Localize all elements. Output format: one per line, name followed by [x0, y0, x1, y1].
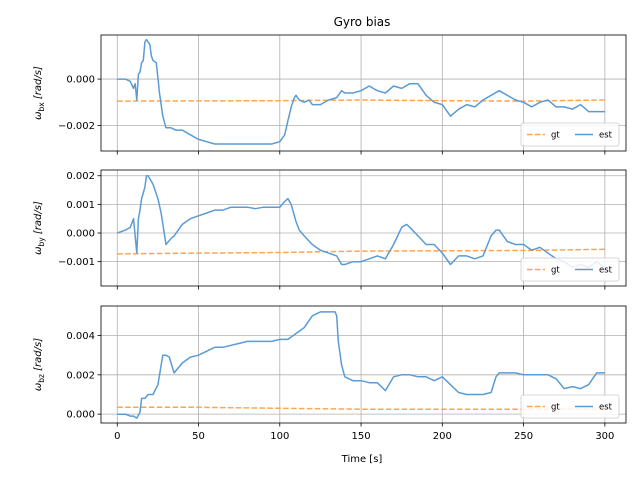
- series-line-est-by: [117, 174, 606, 269]
- y-tick-label-by: 0.001: [66, 200, 95, 211]
- axes-frame-bz: [100, 305, 627, 424]
- axes-frame-bx: [100, 34, 627, 152]
- legend-box-bx: [520, 122, 620, 147]
- subplot-by: −0.001 0.000 0.001 0.002 ωby [rad/s] gt est: [33, 169, 627, 290]
- x-tick-label: 100: [270, 431, 289, 442]
- y-tick-label-bz: 0.000: [66, 410, 95, 421]
- y-axis-label-bx: ωbx [rad/s]: [33, 66, 46, 120]
- y-tick-label-by: −0.001: [58, 257, 95, 268]
- x-axis-label: Time [s]: [341, 454, 383, 465]
- y-axis-label-by: ωby [rad/s]: [33, 201, 46, 255]
- subplots: −0.002 0.000 ωbx [rad/s] gt est −0.001 0.000 0.…: [33, 34, 627, 442]
- legend-box-by: [520, 257, 620, 282]
- series-line-gt-bx: [117, 99, 605, 102]
- legend-label-gt: gt: [551, 131, 560, 141]
- x-tick-label: 0: [114, 431, 120, 442]
- subplot-bz: 0 50 100 150 200 250 300 0.000 0.002 0.004 ωbz [ra…: [33, 305, 627, 442]
- y-tick-label-by: 0.000: [66, 229, 95, 240]
- legend-box-bz: [520, 394, 620, 419]
- x-tick-label: 250: [514, 431, 533, 442]
- legend-bz: gt est: [520, 394, 620, 419]
- y-tick-label-bx: 0.000: [66, 75, 95, 86]
- legend-by: gt est: [520, 257, 620, 282]
- legend-label-est: est: [599, 131, 613, 141]
- x-tick-label: 300: [595, 431, 614, 442]
- legend-label-gt: gt: [551, 403, 560, 413]
- y-tick-label-by: 0.002: [66, 171, 95, 182]
- series-line-est-bz: [117, 311, 605, 419]
- legend-bx: gt est: [520, 122, 620, 147]
- legend-label-est: est: [599, 403, 613, 413]
- legend-label-est: est: [599, 266, 613, 276]
- y-tick-label-bz: 0.002: [66, 370, 95, 381]
- axes-frame-by: [100, 169, 627, 287]
- x-tick-label: 150: [352, 431, 371, 442]
- legend-label-gt: gt: [551, 266, 560, 276]
- series-line-est-bx: [117, 38, 605, 145]
- y-tick-label-bz: 0.004: [66, 331, 95, 342]
- y-axis-label-bz: ωbz [rad/s]: [33, 338, 46, 391]
- chart-title: Gyro bias: [334, 15, 391, 29]
- subplot-bx: −0.002 0.000 ωbx [rad/s] gt est: [33, 34, 627, 155]
- x-tick-label: 200: [433, 431, 452, 442]
- series-line-gt-by: [117, 248, 605, 255]
- x-tick-label: 50: [192, 431, 205, 442]
- y-tick-label-bx: −0.002: [58, 121, 95, 132]
